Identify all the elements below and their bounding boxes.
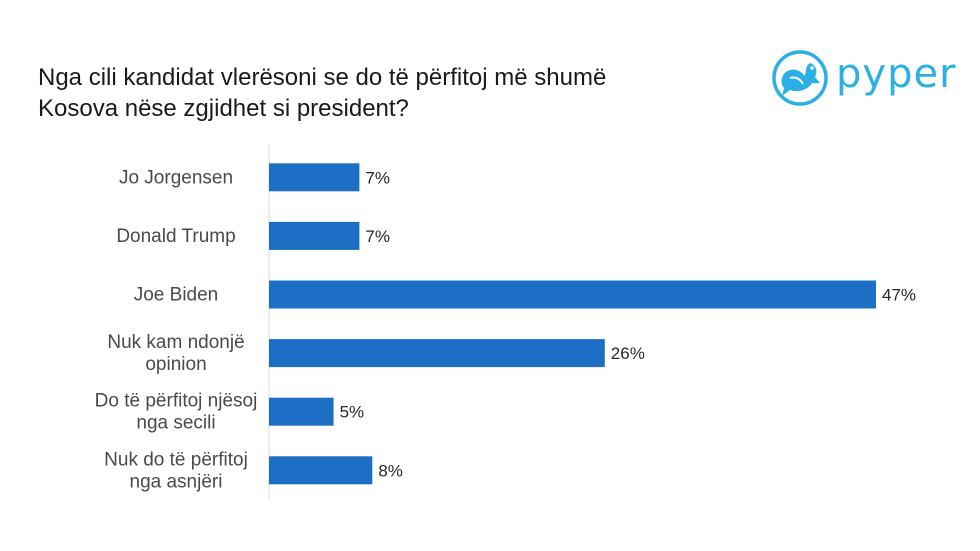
category-label-line: Nuk do të përfitoj bbox=[104, 449, 248, 470]
bird-icon bbox=[772, 50, 828, 106]
category-label-line: Nuk kam ndonjë bbox=[107, 332, 244, 353]
category-label: Jo Jorgensen bbox=[119, 167, 233, 188]
logo-wordmark: pyper bbox=[836, 51, 957, 97]
category-label: Nuk do të përfitoj nga asnjëri bbox=[104, 449, 248, 492]
bar bbox=[269, 397, 334, 426]
category-label: Nuk kam ndonjë opinion bbox=[107, 332, 244, 375]
data-label: 26% bbox=[611, 344, 645, 363]
chart-title-line-2: Kosova nëse zgjidhet si president? bbox=[38, 95, 409, 122]
category-label-line: Jo Jorgensen bbox=[119, 167, 233, 188]
category-label-line: Donald Trump bbox=[116, 226, 235, 247]
bar bbox=[269, 163, 360, 192]
chart-title-line-1: Nga cili kandidat vlerësoni se do të për… bbox=[38, 64, 607, 91]
data-label: 47% bbox=[882, 286, 916, 305]
chart-title: Nga cili kandidat vlerësoni se do të për… bbox=[38, 62, 758, 124]
pyper-logo: pyper bbox=[770, 48, 957, 110]
bar bbox=[269, 280, 876, 309]
bar bbox=[269, 339, 605, 368]
data-label: 5% bbox=[340, 403, 365, 422]
data-label: 7% bbox=[365, 227, 390, 246]
category-label-line: opinion bbox=[145, 354, 206, 375]
category-label-line: nga asnjëri bbox=[130, 471, 223, 492]
bar bbox=[269, 456, 373, 485]
bar bbox=[269, 221, 360, 250]
category-label: Do të përfitoj njësoj nga secili bbox=[95, 391, 258, 434]
category-label: Donald Trump bbox=[116, 226, 235, 247]
category-label: Joe Biden bbox=[134, 285, 219, 306]
category-label-line: Joe Biden bbox=[134, 285, 219, 306]
category-label-line: nga secili bbox=[136, 413, 215, 434]
category-label-line: Do të përfitoj njësoj bbox=[95, 391, 258, 412]
data-label: 8% bbox=[378, 461, 403, 480]
data-label: 7% bbox=[365, 168, 390, 187]
